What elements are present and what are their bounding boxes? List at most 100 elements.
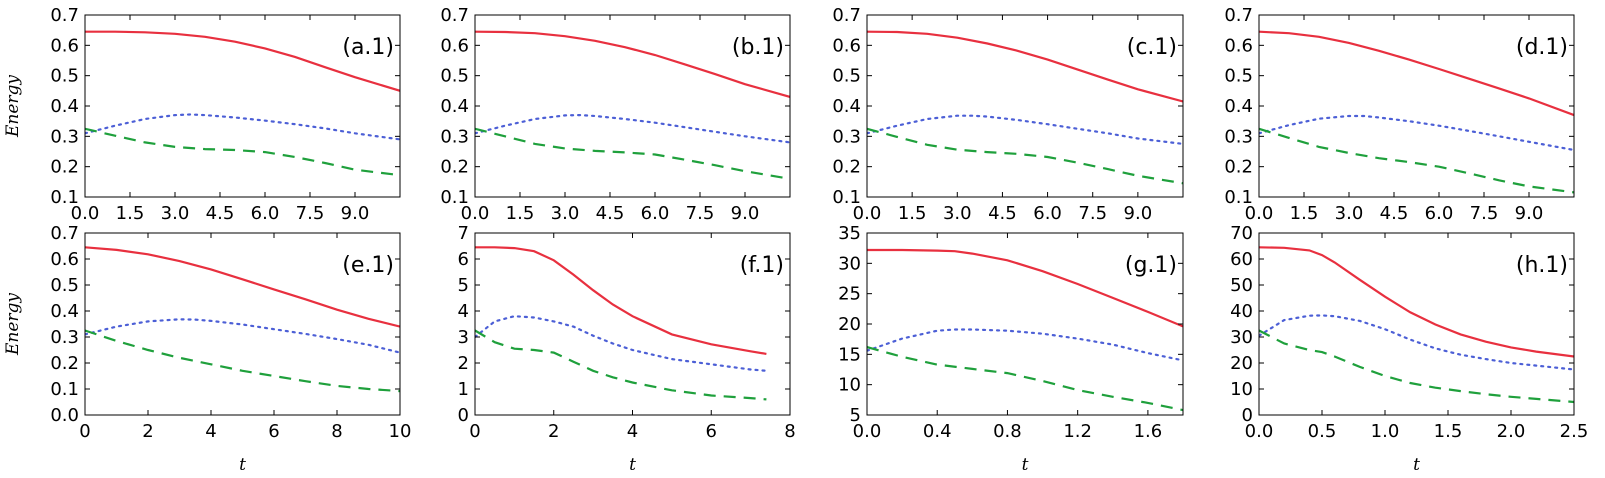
y-tick-label: 0.4 (50, 96, 79, 117)
x-tick-label: 3.0 (943, 203, 972, 224)
series-solid-line (85, 30, 400, 92)
x-tick-label: 0.4 (923, 421, 952, 442)
y-tick-label: 2 (458, 353, 469, 374)
y-tick-label: 0.1 (1224, 187, 1253, 208)
y-tick-label: 50 (1230, 275, 1253, 296)
y-tick-label: 0.3 (832, 126, 861, 147)
x-tick-label: 4 (205, 421, 216, 442)
series-dashed-line (475, 329, 767, 401)
x-tick-label: 1.6 (1134, 421, 1163, 442)
series-solid-line (867, 248, 1183, 328)
panel-6: 0.0 0.4 0.8 1.2 1.6 5 10 15 20 25 30 35 (g.1) t (838, 223, 1184, 475)
x-tick-label: 2.5 (1560, 421, 1589, 442)
series-solid-line (475, 246, 767, 355)
series-dotted-line (475, 315, 768, 372)
panel-3: 0.0 1.5 3.0 4.5 6.0 7.5 9.0 0.1 0.2 0.3 0.4 0.5 0.6 0… (1224, 5, 1575, 224)
y-tick-label: 60 (1230, 249, 1253, 270)
y-tick-label: 0.5 (50, 66, 79, 87)
series-solid-line (867, 30, 1183, 103)
y-tick-label: 0.0 (50, 405, 79, 426)
y-tick-label: 0 (458, 405, 469, 426)
y-tick-label: 10 (1230, 379, 1253, 400)
series-dotted-line (475, 113, 790, 144)
panel-label: (e.1) (342, 253, 394, 278)
y-tick-label: 0.1 (832, 187, 861, 208)
x-tick-label: 0.0 (1245, 421, 1274, 442)
x-tick-label: 7.5 (1078, 203, 1107, 224)
x-tick-label: 8 (784, 421, 795, 442)
y-tick-label: 0.3 (50, 327, 79, 348)
y-tick-label: 0.4 (832, 96, 861, 117)
x-tick-label: 7.5 (296, 203, 325, 224)
y-tick-label: 0.3 (440, 126, 469, 147)
x-tick-label: 9.0 (1124, 203, 1153, 224)
y-tick-label: 0.1 (440, 187, 469, 208)
y-tick-label: 3 (458, 327, 469, 348)
x-tick-label: 0.0 (853, 421, 882, 442)
y-tick-label: 0.4 (440, 96, 469, 117)
y-tick-label: 0.7 (832, 5, 861, 26)
y-tick-label: 4 (458, 301, 469, 322)
x-tick-label: 4 (627, 421, 638, 442)
y-tick-label: 35 (838, 223, 861, 244)
x-tick-label: 4.5 (988, 203, 1017, 224)
x-tick-label: 6 (268, 421, 279, 442)
series-solid-line (1259, 246, 1574, 358)
y-tick-label: 0.2 (832, 157, 861, 178)
x-tick-label: 2.0 (1497, 421, 1526, 442)
series-dotted-line (867, 114, 1183, 145)
y-tick-label: 70 (1230, 223, 1253, 244)
x-tick-label: 7.5 (686, 203, 715, 224)
y-tick-label: 0.6 (50, 249, 79, 270)
panel-label: (a.1) (342, 35, 394, 60)
series-dotted-line (867, 328, 1183, 362)
x-axis-title: t (629, 455, 636, 475)
y-tick-label: 1 (458, 379, 469, 400)
x-tick-label: 1.2 (1063, 421, 1092, 442)
x-tick-label: 6.0 (641, 203, 670, 224)
y-tick-label: 0.6 (832, 35, 861, 56)
x-tick-label: 1.5 (898, 203, 927, 224)
x-tick-label: 6.0 (1033, 203, 1062, 224)
y-tick-label: 0.7 (50, 223, 79, 244)
x-tick-label: 8 (331, 421, 342, 442)
panel-label: (h.1) (1516, 253, 1568, 278)
panel-label: (f.1) (740, 253, 784, 278)
x-tick-label: 3.0 (551, 203, 580, 224)
x-tick-label: 1.0 (1371, 421, 1400, 442)
y-tick-label: 0.3 (50, 126, 79, 147)
panel-label: (b.1) (732, 35, 784, 60)
series-dashed-line (867, 346, 1183, 412)
series-dotted-line (1259, 314, 1574, 371)
x-tick-label: 0.8 (993, 421, 1022, 442)
y-tick-label: 20 (838, 314, 861, 335)
x-tick-label: 0.0 (71, 203, 100, 224)
x-tick-label: 0.0 (461, 203, 490, 224)
x-tick-label: 0.5 (1308, 421, 1337, 442)
x-tick-label: 10 (389, 421, 412, 442)
y-tick-label: 0.5 (50, 275, 79, 296)
series-dashed-line (85, 329, 400, 393)
x-tick-label: 0 (469, 421, 480, 442)
y-tick-label: 20 (1230, 353, 1253, 374)
x-tick-label: 3.0 (1335, 203, 1364, 224)
x-tick-label: 9.0 (1515, 203, 1544, 224)
x-tick-label: 0.0 (1245, 203, 1274, 224)
y-tick-label: 30 (838, 253, 861, 274)
plot-frame (1258, 232, 1575, 416)
y-tick-label: 0.7 (440, 5, 469, 26)
series-solid-line (475, 30, 790, 98)
x-tick-label: 0.0 (853, 203, 882, 224)
y-tick-label: 0.5 (832, 66, 861, 87)
x-tick-label: 4.5 (206, 203, 235, 224)
series-dotted-line (85, 113, 400, 141)
y-tick-label: 0.1 (50, 187, 79, 208)
y-tick-label: 0.4 (1224, 96, 1253, 117)
x-tick-label: 1.5 (1290, 203, 1319, 224)
x-tick-label: 1.5 (506, 203, 535, 224)
panel-1: 0.0 1.5 3.0 4.5 6.0 7.5 9.0 0.1 0.2 0.3 0.4 0.5 0.6 0… (440, 5, 791, 224)
series-dotted-line (85, 318, 400, 354)
y-tick-label: 0.2 (440, 157, 469, 178)
